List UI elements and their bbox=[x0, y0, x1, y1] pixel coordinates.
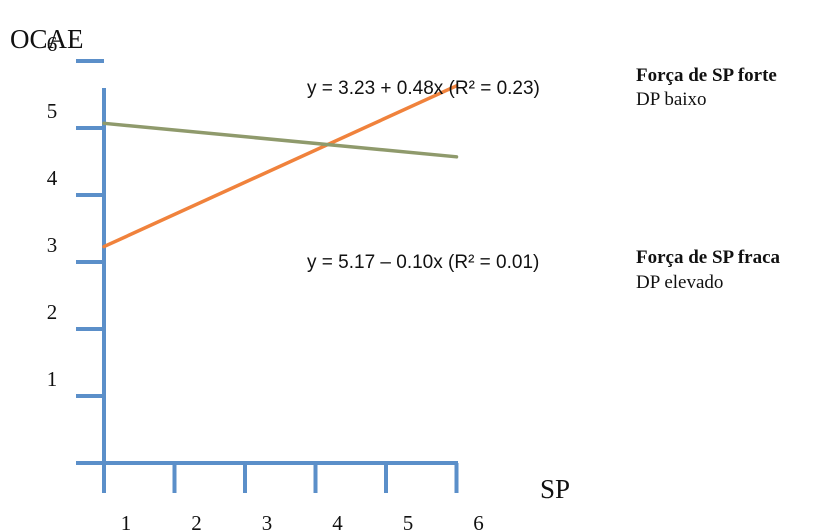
equation-weak: y = 5.17 – 0.10x (R² = 0.01) bbox=[307, 252, 539, 273]
legend-strong-sub: DP baixo bbox=[636, 89, 707, 110]
series-lines bbox=[102, 84, 459, 249]
y-tick-label: 5 bbox=[47, 99, 58, 123]
series-line-strong bbox=[102, 84, 459, 249]
axes bbox=[76, 88, 458, 493]
legend-weak-sub: DP elevado bbox=[636, 272, 723, 293]
series-line-weak bbox=[102, 121, 459, 159]
y-tick-label: 4 bbox=[47, 166, 58, 190]
y-tick-label: 2 bbox=[47, 300, 58, 324]
y-tick-label: 1 bbox=[47, 367, 58, 391]
y-tick-label: 6 bbox=[47, 32, 58, 56]
x-tick-label: 6 bbox=[473, 511, 484, 531]
x-ticks: 1 2 3 4 5 6 bbox=[102, 463, 484, 531]
equation-strong: y = 3.23 + 0.48x (R² = 0.23) bbox=[307, 78, 540, 99]
x-tick-label: 1 bbox=[121, 511, 132, 531]
x-tick-label: 5 bbox=[403, 511, 414, 531]
legend-strong-title: Força de SP forte bbox=[636, 65, 777, 86]
y-ticks: 1 2 3 4 5 6 bbox=[47, 32, 104, 398]
y-axis-title: OCAE bbox=[10, 24, 84, 54]
x-axis-title: SP bbox=[540, 474, 570, 504]
y-tick-label: 3 bbox=[47, 233, 58, 257]
x-tick-label: 2 bbox=[191, 511, 202, 531]
x-tick-label: 3 bbox=[262, 511, 273, 531]
x-tick-label: 4 bbox=[332, 511, 343, 531]
legend-weak-title: Força de SP fraca bbox=[636, 247, 781, 268]
